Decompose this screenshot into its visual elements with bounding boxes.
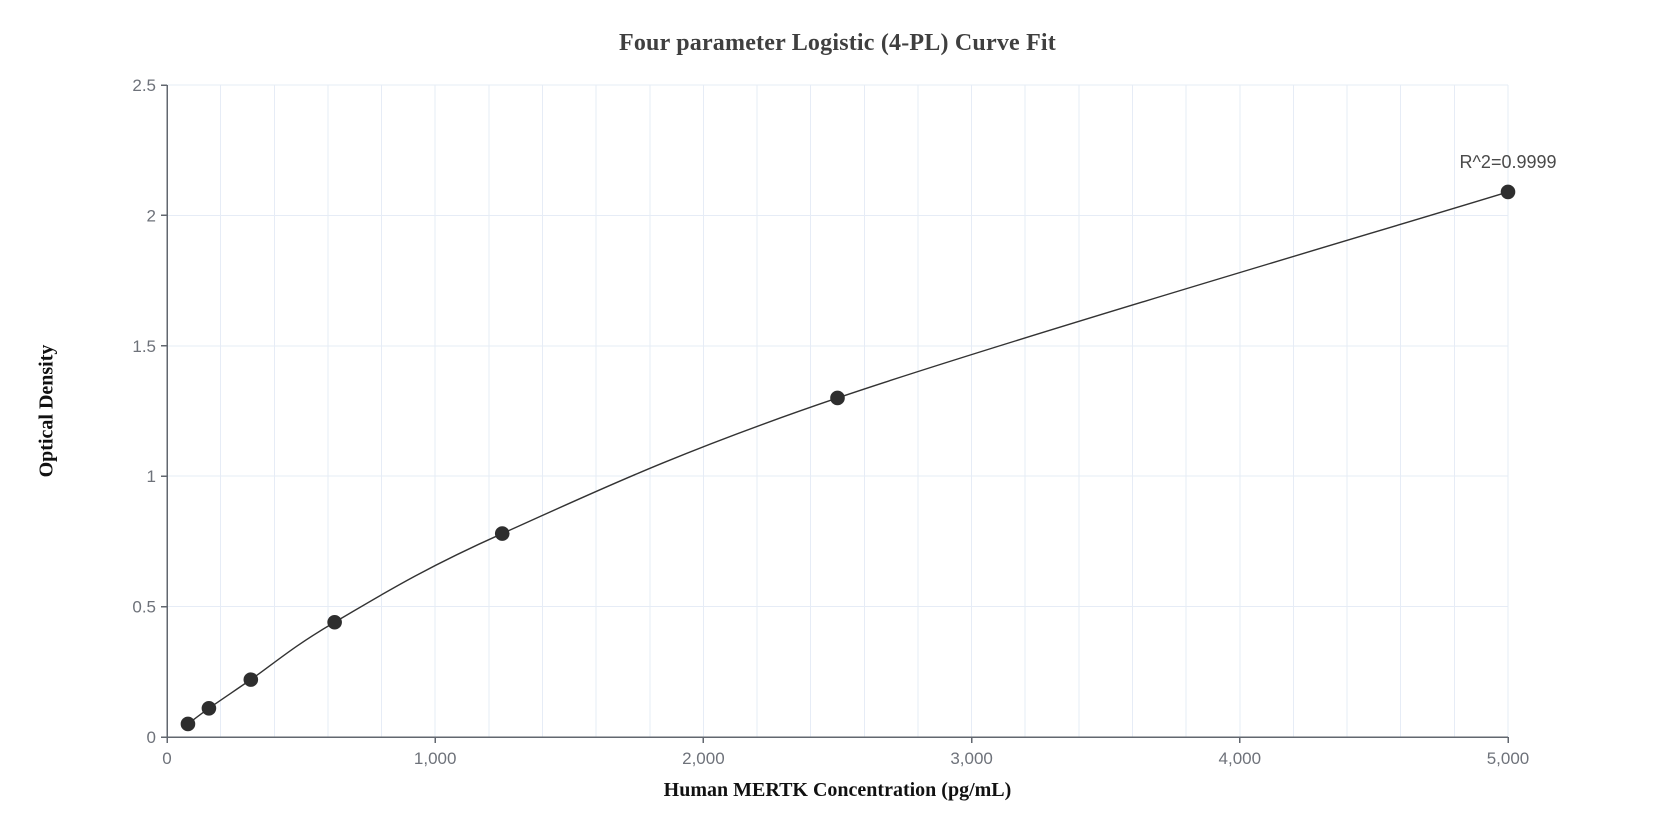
data-point: [201, 701, 217, 716]
r-squared-annotation: R^2=0.9999: [1459, 152, 1557, 172]
x-tick-label: 3,000: [950, 749, 993, 768]
y-tick-label: 0: [147, 728, 156, 747]
fit-curve: [187, 191, 1509, 725]
y-tick-label: 0.5: [132, 598, 156, 617]
chart-title: Four parameter Logistic (4-PL) Curve Fit: [618, 30, 1056, 56]
data-point: [494, 526, 510, 541]
x-tick-label: 4,000: [1219, 749, 1262, 768]
x-tick-label: 1,000: [414, 749, 457, 768]
y-tick-label: 2.5: [132, 76, 156, 95]
y-tick-label: 1.5: [132, 337, 156, 356]
data-point: [180, 716, 196, 732]
x-tick-label: 2,000: [682, 749, 725, 768]
x-tick-label: 5,000: [1487, 749, 1530, 768]
y-axis-title: Optical Density: [35, 344, 58, 478]
x-tick-label: 0: [162, 749, 171, 768]
data-point: [243, 672, 259, 687]
data-point: [1500, 184, 1516, 200]
x-axis-title: Human MERTK Concentration (pg/mL): [663, 779, 1012, 801]
data-point: [830, 390, 845, 406]
y-tick-label: 2: [147, 206, 156, 225]
y-tick-label: 1: [147, 467, 156, 486]
data-point: [327, 614, 342, 630]
